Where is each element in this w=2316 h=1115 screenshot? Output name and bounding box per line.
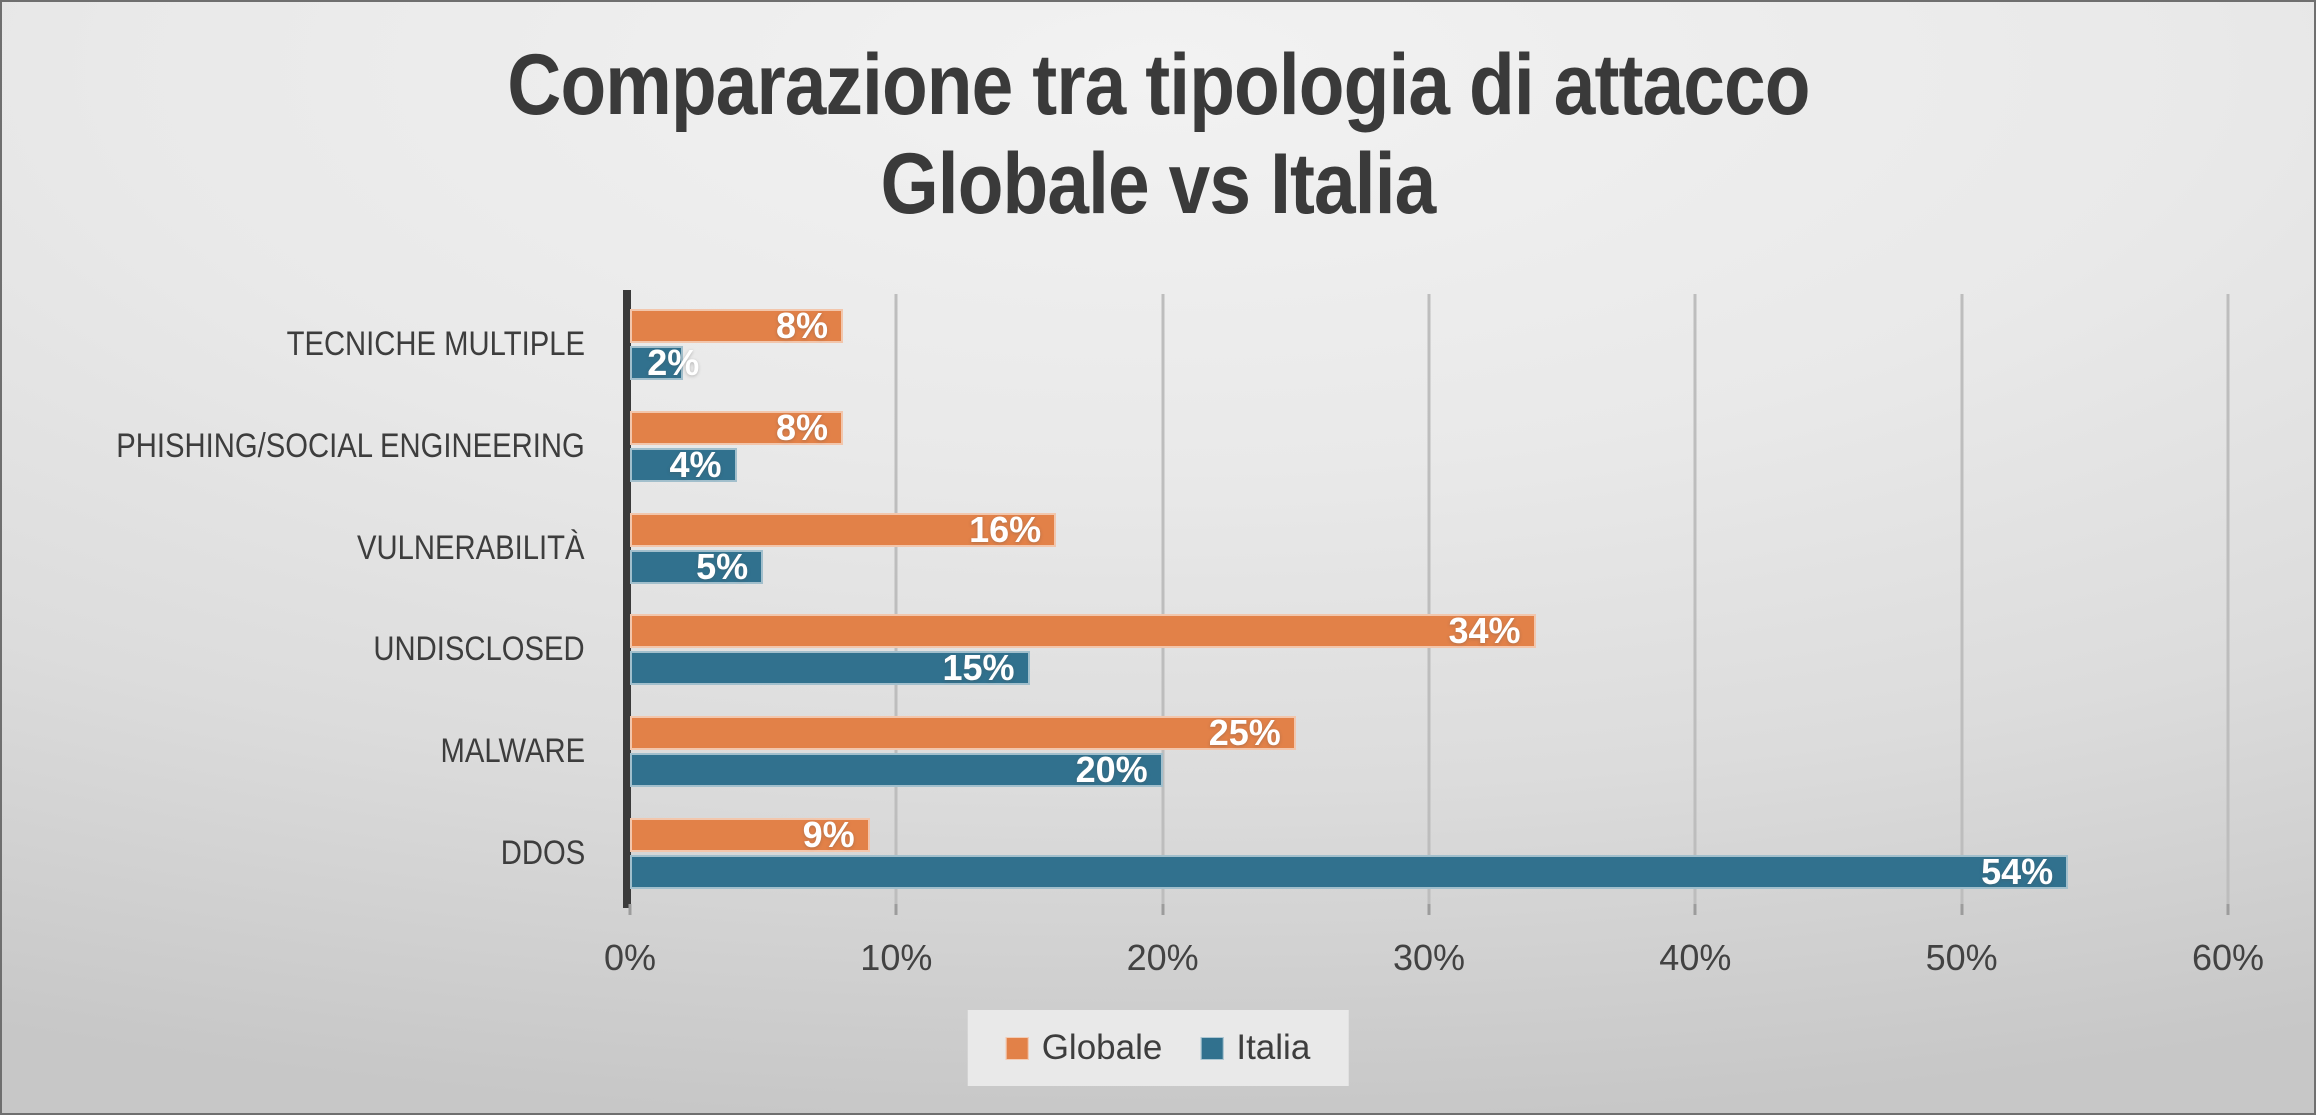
chart-title-line2: Globale vs Italia (880, 136, 1437, 232)
bar-value-label: 20% (1075, 748, 1148, 790)
bar-value-label: 8% (776, 406, 829, 448)
axis-tick (628, 904, 632, 915)
legend: Globale Italia (967, 1010, 1349, 1086)
bar-italia: 2% (630, 345, 699, 381)
category-row: 8% 4% (630, 396, 2228, 498)
bar-value-label: 9% (802, 813, 855, 855)
axis-tick (2226, 904, 2230, 915)
bar-value-label: 5% (696, 545, 749, 587)
bar-value-label: 4% (669, 443, 722, 485)
bar-italia: 15% (630, 647, 1030, 689)
legend-label: Italia (1236, 1028, 1311, 1067)
bar-value-label: 15% (942, 647, 1015, 689)
bar-value-label: 34% (1448, 610, 1521, 652)
category-axis-labels: TECNICHE MULTIPLE PHISHING/SOCIAL ENGINEE… (2, 294, 605, 904)
axis-tick (1693, 904, 1697, 915)
category-label: DDOS (2, 802, 605, 904)
plot-area: 8% 2% 8% 4% 16% 5% 34% 15% 25% 20% 9% 54% (623, 290, 2230, 915)
gridline (1693, 294, 1697, 904)
value-axis-tick-label: 50% (1925, 937, 1998, 978)
category-row: 25% 20% (630, 701, 2228, 803)
value-axis-tick-label: 0% (603, 937, 657, 978)
bar-globale: 9% (630, 813, 870, 855)
bar-value-label: 2% (647, 342, 700, 384)
value-axis-tick-label: 20% (1126, 937, 1199, 978)
category-row: 16% 5% (630, 497, 2228, 599)
bar-italia: 5% (630, 545, 764, 587)
category-label: TECNICHE MULTIPLE (2, 294, 605, 396)
value-axis-tick-label: 10% (860, 937, 933, 978)
axis-tick (1161, 904, 1165, 915)
axis-tick (1427, 904, 1431, 915)
bar-globale: 8% (630, 406, 844, 448)
gridline (1960, 294, 1964, 904)
value-axis-tick-label: 30% (1392, 937, 1466, 978)
gridline (1161, 294, 1165, 904)
category-label: MALWARE (2, 701, 605, 803)
bar-value-label: 16% (969, 508, 1042, 550)
legend-swatch-icon (1005, 1036, 1029, 1060)
axis-tick (894, 904, 898, 915)
bar-globale: 34% (630, 610, 1536, 652)
category-label: UNDISCLOSED (2, 599, 605, 701)
bar-globale: 16% (630, 508, 1057, 550)
value-axis-labels: 0% 10% 20% 30% 40% 50% 60% (604, 934, 2264, 982)
bar-value-label: 8% (776, 305, 829, 347)
gridline (2226, 294, 2230, 904)
category-label-text: MALWARE (440, 731, 585, 770)
category-label-text: TECNICHE MULTIPLE (286, 325, 585, 364)
chart-title: Comparazione tra tipologia di attacco Gl… (2, 36, 2314, 234)
legend-item-italia: Italia (1200, 1028, 1310, 1068)
category-label-text: PHISHING/SOCIAL ENGINEERING (116, 426, 585, 465)
bar-value-label: 25% (1208, 711, 1281, 753)
category-label: VULNERABILITÀ (2, 497, 605, 599)
category-label: PHISHING/SOCIAL ENGINEERING (2, 396, 605, 498)
bar-italia: 20% (630, 748, 1163, 790)
chart-title-line1: Comparazione tra tipologia di attacco (506, 37, 1810, 133)
legend-swatch-icon (1200, 1036, 1224, 1060)
value-axis-line (623, 290, 631, 908)
category-label-text: DDOS (500, 833, 585, 872)
category-row: 8% 2% (630, 294, 2228, 396)
axis-tick (1960, 904, 1964, 915)
legend-item-globale: Globale (1005, 1028, 1163, 1068)
legend-label: Globale (1041, 1028, 1163, 1067)
bar-globale: 25% (630, 711, 1296, 753)
bar-italia: 4% (630, 443, 737, 485)
value-axis-tick-label: 60% (2191, 937, 2265, 978)
category-row: 9% 54% (630, 802, 2228, 904)
gridline (894, 294, 898, 904)
category-label-text: VULNERABILITÀ (357, 528, 585, 567)
value-axis-tick-label: 40% (1659, 937, 1732, 978)
category-label-text: UNDISCLOSED (373, 630, 585, 669)
category-row: 34% 15% (630, 599, 2228, 701)
gridline (1427, 294, 1431, 904)
bar-value-label: 54% (1981, 850, 2054, 892)
bar-globale: 8% (630, 305, 844, 347)
bar-italia: 54% (630, 850, 2069, 892)
